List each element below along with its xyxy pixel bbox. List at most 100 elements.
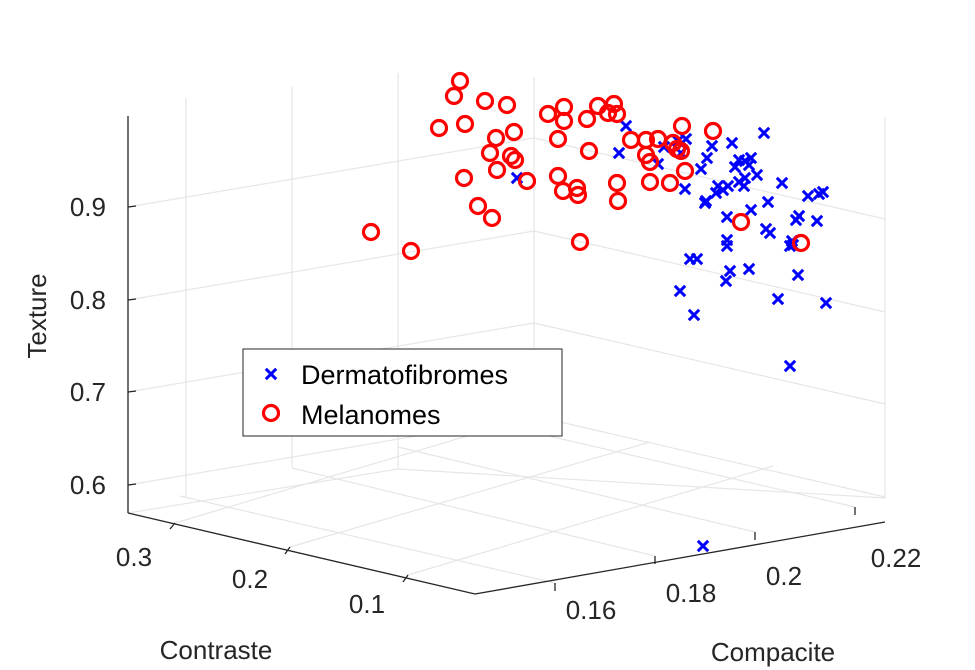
data-point-x (810, 214, 824, 228)
data-point-x (698, 196, 712, 210)
data-point-x (705, 139, 719, 153)
z-axis-label: Texture (22, 273, 52, 358)
data-point-x (759, 222, 773, 236)
data-point-x (678, 182, 692, 196)
data-point-x (723, 264, 737, 278)
data-point-x (771, 292, 785, 306)
data-point-x (801, 189, 815, 203)
data-point-x (709, 186, 723, 200)
data-point-x (657, 140, 671, 154)
data-point-circle (468, 196, 488, 216)
data-point-circle (450, 71, 470, 91)
data-point-circle (517, 171, 537, 191)
x-axis-label: Compacite (711, 637, 835, 667)
x-tick-labels: 0.16 0.18 0.2 0.22 (566, 543, 922, 625)
data-point-x (687, 308, 701, 322)
axes (127, 116, 886, 595)
z-tick-labels: 0.9 0.8 0.7 0.6 (70, 192, 106, 500)
tick-marks (127, 205, 856, 591)
z-tick-label: 0.8 (70, 285, 106, 315)
data-point-x (700, 151, 714, 165)
data-point-circle (621, 130, 641, 150)
data-point-x (742, 262, 756, 276)
data-point-x (728, 160, 742, 174)
data-series (361, 71, 833, 553)
data-point-circle (548, 129, 568, 149)
data-point-x (683, 252, 697, 266)
legend-x-marker-icon (264, 367, 278, 381)
legend-circle-marker-icon (261, 403, 281, 423)
data-point-circle (487, 160, 507, 180)
data-point-circle (454, 168, 474, 188)
data-point-x (812, 187, 826, 201)
data-point-x (783, 359, 797, 373)
data-point-x (775, 176, 789, 190)
x-tick-label: 0.18 (666, 578, 717, 608)
x-tick-label: 0.16 (566, 595, 617, 625)
data-point-circle (554, 111, 574, 131)
data-point-x (725, 136, 739, 150)
y-tick-label: 0.1 (349, 589, 385, 619)
data-point-circle (640, 152, 660, 172)
data-point-x (761, 195, 775, 209)
data-point-circle (672, 116, 692, 136)
data-point-x (619, 119, 633, 133)
x-tick-label: 0.22 (871, 543, 922, 573)
legend-item-dermatofibromes: Dermatofibromes (264, 360, 508, 390)
series-melanomes (361, 71, 811, 261)
y-axis-label: Contraste (160, 635, 273, 665)
data-point-circle (361, 222, 381, 242)
z-tick-label: 0.6 (70, 470, 106, 500)
data-point-x (696, 539, 710, 553)
data-point-circle (505, 150, 525, 170)
data-point-circle (731, 212, 751, 232)
data-point-circle (703, 121, 723, 141)
data-point-x (791, 268, 805, 282)
data-point-circle (480, 143, 500, 163)
data-point-circle (608, 191, 628, 211)
data-point-circle (444, 86, 464, 106)
data-point-x (737, 179, 751, 193)
data-point-circle (570, 232, 590, 252)
data-point-x (742, 158, 756, 172)
data-point-x (719, 274, 733, 288)
data-point-circle (455, 114, 475, 134)
data-point-circle (640, 172, 660, 192)
data-point-x (750, 168, 764, 182)
data-point-circle (548, 166, 568, 186)
data-point-x (720, 239, 734, 253)
data-point-x (792, 209, 806, 223)
data-point-circle (607, 173, 627, 193)
data-point-circle (475, 91, 495, 111)
z-tick-label: 0.7 (70, 377, 106, 407)
legend-label: Dermatofibromes (301, 360, 508, 390)
legend-label: Melanomes (301, 400, 441, 430)
z-tick-label: 0.9 (70, 192, 106, 222)
legend-marker (261, 403, 281, 423)
legend: Dermatofibromes Melanomes (242, 348, 563, 437)
grid (127, 73, 886, 584)
data-point-x (720, 210, 734, 224)
data-point-circle (497, 95, 517, 115)
data-point-x (819, 296, 833, 310)
data-point-circle (501, 146, 521, 166)
data-point-circle (401, 241, 421, 261)
data-point-circle (553, 181, 573, 201)
data-point-circle (598, 103, 618, 123)
data-point-x (673, 284, 687, 298)
data-point-circle (791, 233, 811, 253)
data-point-x (757, 126, 771, 140)
legend-item-melanomes: Melanomes (261, 400, 441, 430)
data-point-circle (429, 118, 449, 138)
data-point-circle (538, 104, 558, 124)
data-point-circle (482, 208, 502, 228)
data-point-circle (671, 141, 691, 161)
y-tick-label: 0.3 (116, 542, 152, 572)
legend-marker (264, 367, 278, 381)
data-point-circle (577, 109, 597, 129)
series-dermatofibromes (510, 119, 833, 553)
data-point-x (694, 162, 708, 176)
data-point-circle (579, 141, 599, 161)
data-point-circle (607, 104, 627, 124)
x-tick-label: 0.2 (766, 561, 802, 591)
